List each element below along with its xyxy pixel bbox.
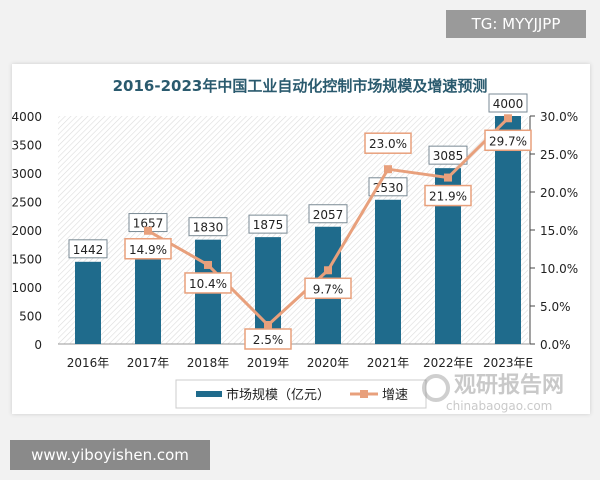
legend-bar-swatch (196, 391, 222, 397)
growth-label-box (364, 132, 412, 154)
left-tick-label: 0 (34, 338, 42, 352)
growth-label-box (484, 129, 532, 152)
growth-point (144, 226, 152, 235)
bar-data-label: 2057 (313, 208, 344, 222)
bar (135, 249, 161, 344)
logo-cn: 观研报告网 (454, 373, 564, 398)
growth-point (264, 321, 272, 329)
bar-label-box (248, 214, 288, 234)
bar (375, 199, 401, 344)
growth-data-label: 29.7% (489, 134, 527, 148)
left-tick-label: 3500 (11, 139, 42, 153)
growth-data-label: 2.5% (253, 333, 284, 347)
x-tick-label: 2021年 (367, 356, 410, 370)
growth-label-box (184, 272, 232, 294)
bar-label-box (68, 239, 108, 259)
x-tick-label: 2017年 (127, 356, 170, 370)
growth-data-label: 23.0% (369, 137, 407, 151)
bar-data-label: 1830 (193, 221, 224, 235)
x-tick-label: 2022年E (423, 356, 473, 370)
left-tick-label: 2000 (11, 224, 42, 238)
growth-label-box (124, 238, 172, 260)
right-tick-label: 5.0% (540, 300, 571, 314)
x-tick-label: 2023年E (483, 356, 533, 370)
left-tick-label: 1000 (11, 281, 42, 295)
right-tick-label: 15.0% (540, 224, 578, 238)
left-tick-label: 1500 (11, 253, 42, 267)
legend-line-label: 增速 (382, 388, 408, 403)
legend-bar-label: 市场规模（亿元） (226, 387, 330, 403)
left-tick-label: 4000 (11, 110, 42, 124)
x-tick-label: 2018年 (187, 356, 230, 370)
growth-label-box (424, 184, 472, 207)
growth-point (504, 114, 512, 123)
logo-watermark: 观研报告网 chinabaogao.com (422, 373, 564, 413)
x-tick-label: 2019年 (247, 356, 290, 370)
bar-data-label: 3085 (433, 149, 464, 163)
growth-point (324, 266, 332, 275)
left-tick-label: 500 (19, 310, 42, 324)
left-tick-label: 3000 (11, 167, 42, 181)
bar-label-box (488, 93, 528, 113)
right-tick-label: 30.0% (540, 110, 578, 124)
growth-data-label: 10.4% (189, 277, 227, 291)
bar (75, 261, 101, 344)
growth-data-label: 14.9% (129, 243, 167, 257)
bar-label-box (188, 217, 228, 237)
bar (495, 116, 521, 344)
watermark-top: TG: MYYJJPP (446, 10, 586, 38)
right-tick-label: 20.0% (540, 186, 578, 200)
left-tick-label: 2500 (11, 196, 42, 210)
bar-label-box (308, 204, 348, 224)
growth-data-label: 21.9% (429, 190, 467, 204)
growth-point (204, 260, 212, 269)
bar-data-label: 4000 (493, 97, 524, 111)
right-tick-label: 0.0% (540, 338, 571, 352)
bar-label-box (428, 145, 468, 165)
watermark-bottom: www.yiboyishen.com (10, 440, 210, 470)
x-tick-label: 2020年 (307, 356, 350, 370)
bar-data-label: 1875 (253, 218, 284, 232)
legend-line-marker (360, 390, 368, 398)
right-tick-label: 10.0% (540, 262, 578, 276)
growth-label-box (304, 277, 352, 300)
bar-data-label: 1442 (73, 243, 104, 257)
growth-point (444, 173, 452, 182)
growth-point (384, 165, 392, 174)
x-tick-label: 2016年 (67, 356, 110, 370)
growth-data-label: 9.7% (313, 282, 344, 296)
chart-title: 2016-2023年中国工业自动化控制市场规模及增速预测 (113, 77, 488, 95)
growth-label-box (244, 328, 292, 350)
right-tick-label: 25.0% (540, 148, 578, 162)
logo-en: chinabaogao.com (446, 399, 552, 413)
bar-data-label: 1657 (133, 217, 164, 231)
